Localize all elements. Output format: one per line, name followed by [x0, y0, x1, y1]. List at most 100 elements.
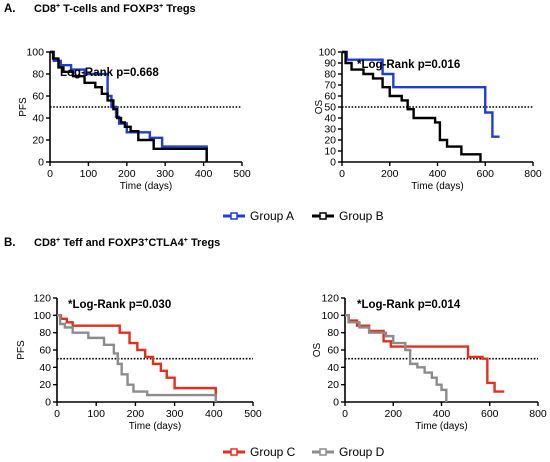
- b-os-x-tick-label: 800: [529, 408, 547, 420]
- a-os-x-tick-label: 400: [429, 168, 447, 180]
- b-os-y-tick-label: 120: [321, 293, 339, 305]
- a-pfs-x-tick-label: 300: [156, 168, 174, 180]
- km-plot-a-pfs: 0 20 40 60 80 100 0 100 200 300 400 500 Time (days) P…: [18, 47, 251, 193]
- b-os-x-tick-label: 600: [481, 408, 499, 420]
- b-os-y-tick-label: 80: [327, 327, 339, 339]
- legend-b-marker-group-d: [319, 448, 327, 456]
- section-b-title-sup: +: [56, 237, 60, 244]
- a-os-x-tick-label: 800: [524, 168, 542, 180]
- a-os-y-tick-label: 60: [324, 91, 336, 103]
- legend-a-marker-group-a: [230, 212, 238, 220]
- b-pfs-x-tick-label: 300: [166, 408, 184, 420]
- a-pfs-series-group-b: [50, 50, 208, 162]
- b-pfs-y-tick-label: 80: [39, 327, 51, 339]
- section-b-title-sup: +: [184, 237, 188, 244]
- km-plot-b-os: 0 20 40 60 80 100 120 0 200 400 600 800 Time (days) O…: [312, 293, 547, 433]
- section-b-letter: B.: [4, 237, 16, 249]
- b-os-y-axis-title: OS: [312, 342, 323, 357]
- a-os-y-tick-label: 40: [324, 113, 336, 125]
- b-pfs-x-tick-label: 500: [244, 408, 262, 420]
- b-pfs-series-group-c: [57, 314, 217, 402]
- section-a-title-part: Tregs: [163, 3, 195, 15]
- legend-b-marker-group-c: [230, 448, 238, 456]
- a-os-x-axis-title: Time (days): [411, 181, 463, 192]
- a-pfs-y-tick-label: 60: [32, 91, 44, 103]
- b-pfs-x-axis-title: Time (days): [129, 421, 181, 432]
- b-pfs-x-tick-label: 200: [127, 408, 145, 420]
- a-pfs-y-tick-label: 100: [26, 47, 44, 59]
- b-os-logrank-annotation: *Log-Rank p=0.014: [357, 299, 461, 311]
- a-pfs-y-axis-title: PFS: [18, 97, 29, 117]
- legend-b-label-group-c: Group C: [250, 445, 296, 459]
- a-os-y-tick-label: 50: [324, 102, 336, 114]
- b-os-y-tick-label: 0: [333, 397, 339, 409]
- section-a-letter: A.: [4, 3, 16, 15]
- legend-b: Group C Group D: [223, 445, 385, 459]
- legend-b-label-group-d: Group D: [339, 445, 385, 459]
- b-pfs-y-tick-label: 100: [33, 310, 51, 322]
- section-a-title: CD8+ T-cells and FOXP3+ Tregs: [34, 3, 196, 15]
- section-b-title-part: CTLA4: [148, 237, 184, 249]
- a-os-x-tick-label: 0: [339, 168, 345, 180]
- a-os-y-tick-label: 30: [324, 124, 336, 136]
- b-os-y-tick-label: 20: [327, 379, 339, 391]
- a-os-y-tick-label: 10: [324, 146, 336, 158]
- section-b-title-sup: +: [144, 237, 148, 244]
- a-os-y-axis-title: OS: [314, 99, 325, 114]
- a-pfs-y-tick-label: 80: [32, 69, 44, 81]
- b-pfs-x-tick-label: 400: [205, 408, 223, 420]
- a-os-y-tick-label: 20: [324, 135, 336, 147]
- b-os-series-group-d: [345, 314, 448, 402]
- b-pfs-x-tick-label: 0: [54, 408, 60, 420]
- section-b-title-part: Teff and FOXP3: [60, 237, 144, 249]
- legend-a-marker-group-b: [319, 212, 327, 220]
- section-b-title: CD8+ Teff and FOXP3+CTLA4+ Tregs: [34, 237, 220, 249]
- a-os-x-tick-label: 200: [381, 168, 399, 180]
- b-os-x-axis-title: Time (days): [415, 421, 467, 432]
- a-pfs-logrank-annotation: Log-Rank p=0.668: [60, 67, 159, 79]
- a-os-y-tick-label: 0: [330, 157, 336, 169]
- a-pfs-x-tick-label: 0: [47, 168, 53, 180]
- legend-a-label-group-a: Group A: [250, 209, 294, 223]
- a-pfs-y-tick-label: 40: [32, 113, 44, 125]
- a-pfs-x-tick-label: 400: [195, 168, 213, 180]
- section-a-title-sup: +: [159, 3, 163, 10]
- km-plot-b-pfs: 0 20 40 60 80 100 120 0 100 200 300 400 500 Time (day…: [16, 293, 262, 433]
- legend-a-label-group-b: Group B: [339, 209, 384, 223]
- a-pfs-y-tick-label: 20: [32, 135, 44, 147]
- b-pfs-y-tick-label: 60: [39, 345, 51, 357]
- a-pfs-x-tick-label: 500: [233, 168, 251, 180]
- a-os-logrank-annotation: *Log-Rank p=0.016: [357, 59, 460, 71]
- a-os-y-tick-label: 100: [318, 47, 336, 59]
- a-os-y-tick-label: 80: [324, 69, 336, 81]
- section-a-title-sup: +: [56, 3, 60, 10]
- section-a-title-part: T-cells and FOXP3: [60, 3, 159, 15]
- b-pfs-x-tick-label: 100: [87, 408, 105, 420]
- a-pfs-x-tick-label: 100: [80, 168, 98, 180]
- b-os-x-tick-label: 0: [342, 408, 348, 420]
- b-os-x-tick-label: 200: [384, 408, 402, 420]
- b-os-y-tick-label: 100: [321, 310, 339, 322]
- section-b-title-part: Tregs: [188, 237, 220, 249]
- b-pfs-logrank-annotation: *Log-Rank p=0.030: [68, 299, 171, 311]
- a-os-series-group-b: [342, 50, 482, 162]
- a-os-y-tick-label: 90: [324, 58, 336, 70]
- b-pfs-y-tick-label: 20: [39, 379, 51, 391]
- b-pfs-series-group-d: [57, 314, 217, 402]
- section-b-title-part: CD8: [34, 237, 56, 249]
- a-pfs-x-axis-title: Time (days): [120, 181, 172, 192]
- b-os-y-tick-label: 40: [327, 362, 339, 374]
- b-pfs-y-tick-label: 40: [39, 362, 51, 374]
- b-pfs-y-tick-label: 120: [33, 293, 51, 305]
- b-os-x-tick-label: 400: [433, 408, 451, 420]
- a-pfs-series-group-a: [50, 50, 208, 162]
- a-pfs-y-tick-label: 0: [38, 157, 44, 169]
- b-os-y-tick-label: 60: [327, 345, 339, 357]
- b-pfs-y-tick-label: 0: [45, 397, 51, 409]
- a-os-x-tick-label: 600: [476, 168, 494, 180]
- a-os-y-tick-label: 70: [324, 80, 336, 92]
- legend-a: Group A Group B: [223, 209, 384, 223]
- b-pfs-y-axis-title: PFS: [16, 340, 27, 360]
